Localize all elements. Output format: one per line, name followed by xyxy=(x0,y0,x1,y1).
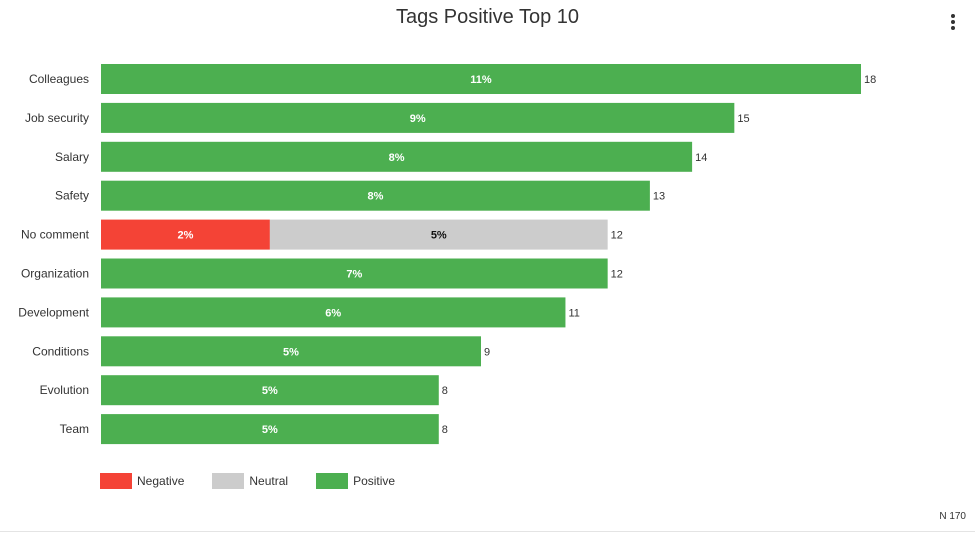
chart-title: Tags Positive Top 10 xyxy=(395,6,580,28)
bar-segment-positive[interactable] xyxy=(101,258,608,289)
legend-label: Negative xyxy=(137,474,185,488)
bar-total-label: 8 xyxy=(442,385,448,397)
bar-data-label: 5% xyxy=(431,230,447,242)
bar-data-label: 11% xyxy=(470,74,492,86)
category-label: Colleagues xyxy=(29,72,89,86)
bar-total-label: 14 xyxy=(695,152,707,164)
bar-segment-positive[interactable] xyxy=(101,64,861,94)
bar-segment-positive[interactable] xyxy=(101,336,481,367)
bar-data-label: 9% xyxy=(410,113,426,125)
category-label: No comment xyxy=(21,228,90,242)
bar-segment-positive[interactable] xyxy=(101,375,439,406)
bar-total-label: 13 xyxy=(653,191,665,203)
legend-label: Positive xyxy=(353,474,396,488)
bar-data-label: 8% xyxy=(367,191,383,203)
vertical-ellipsis-icon xyxy=(951,14,955,18)
bar-data-label: 5% xyxy=(262,385,278,397)
bar-total-label: 15 xyxy=(737,113,749,125)
category-label: Evolution xyxy=(40,383,89,397)
bar-data-label: 5% xyxy=(262,424,278,436)
legend-item-negative[interactable]: Negative xyxy=(100,473,184,489)
category-label: Salary xyxy=(55,150,89,164)
category-label: Safety xyxy=(55,189,89,203)
category-label: Conditions xyxy=(32,344,89,358)
legend-swatch xyxy=(100,473,132,489)
legend-item-positive[interactable]: Positive xyxy=(316,473,395,489)
bar-total-label: 11 xyxy=(568,307,579,319)
bar-data-label: 8% xyxy=(389,152,405,164)
bar-segment-positive[interactable] xyxy=(101,414,439,445)
bar-segment-positive[interactable] xyxy=(101,297,566,328)
bar-total-label: 12 xyxy=(611,269,623,281)
legend-label: Neutral xyxy=(249,474,289,488)
category-label: Development xyxy=(18,305,89,319)
bar-total-label: 9 xyxy=(484,346,490,358)
bar-data-label: 2% xyxy=(177,230,193,242)
legend-swatch xyxy=(316,473,349,489)
category-label: Organization xyxy=(21,267,89,281)
bar-segment-positive[interactable] xyxy=(101,141,693,172)
vertical-ellipsis-icon-dot xyxy=(951,20,955,24)
legend-item-neutral[interactable]: Neutral xyxy=(212,473,288,489)
bar-chart: Colleagues 11% 18 Job security 9% 15 Salary 8% 1… xyxy=(18,64,876,445)
sample-size-label: N 170 xyxy=(939,511,966,522)
bar-total-label: 12 xyxy=(611,230,623,242)
bar-data-label: 5% xyxy=(283,346,299,358)
more-options-button[interactable] xyxy=(944,10,962,32)
legend-swatch xyxy=(212,473,245,489)
category-label: Job security xyxy=(25,111,89,125)
chart-legend: Negative Neutral Positive xyxy=(100,472,423,490)
bar-total-label: 8 xyxy=(442,424,448,436)
bar-segment-positive[interactable] xyxy=(101,102,735,133)
category-label: Team xyxy=(60,422,89,436)
bar-segment-negative[interactable] xyxy=(101,219,270,250)
bar-segment-neutral[interactable] xyxy=(269,219,608,250)
bar-data-label: 7% xyxy=(346,269,362,281)
bar-total-label: 18 xyxy=(864,74,876,86)
bottom-divider xyxy=(0,531,975,532)
bar-segment-positive[interactable] xyxy=(101,180,650,211)
vertical-ellipsis-icon-dot xyxy=(951,26,955,30)
bar-data-label: 6% xyxy=(325,307,341,319)
